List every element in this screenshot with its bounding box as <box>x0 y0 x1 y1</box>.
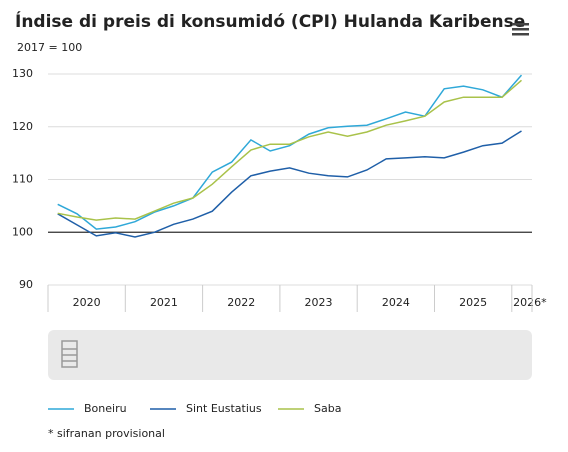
menu-icon[interactable] <box>512 23 529 36</box>
y-tick-label: 100 <box>12 225 33 238</box>
x-tick-label: 2026* <box>513 296 547 309</box>
x-tick-label: 2024 <box>382 296 410 309</box>
y-tick-label: 90 <box>19 278 33 291</box>
x-tick-label: 2022 <box>227 296 255 309</box>
y-tick-label: 120 <box>12 120 33 133</box>
legend-label: Sint Eustatius <box>186 402 262 415</box>
legend-label: Saba <box>314 402 341 415</box>
legend-label: Boneiru <box>84 402 127 415</box>
series-line <box>57 130 522 238</box>
logo <box>61 340 78 368</box>
footnote: * sifranan provisional <box>48 427 165 440</box>
series-line <box>57 74 523 230</box>
x-tick-label: 2021 <box>150 296 178 309</box>
subtitle: 2017 = 100 <box>17 41 82 54</box>
y-tick-label: 110 <box>12 173 33 186</box>
chart-title: Índise di preis di konsumidó (CPI) Hulan… <box>15 10 525 32</box>
x-tick-label: 2025 <box>459 296 487 309</box>
x-tick-label: 2023 <box>305 296 333 309</box>
x-tick-label: 2020 <box>73 296 101 309</box>
logo-box <box>48 330 532 380</box>
y-tick-label: 130 <box>12 67 33 80</box>
series-line <box>57 79 522 221</box>
